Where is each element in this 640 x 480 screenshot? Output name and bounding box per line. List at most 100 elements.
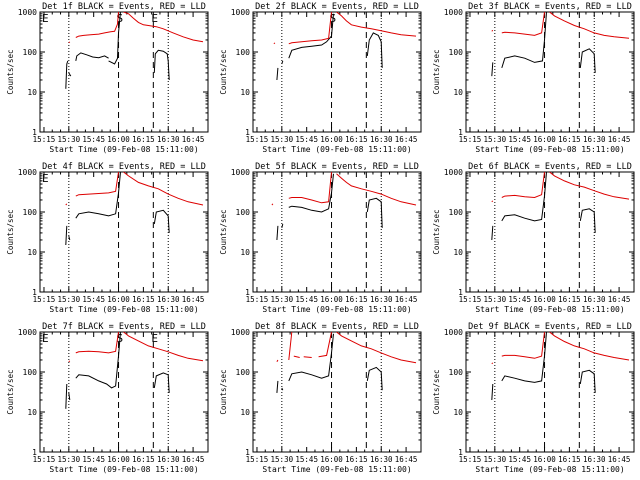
- x-tick-label: 15:30: [58, 455, 81, 464]
- lld-series-line: [501, 332, 545, 359]
- series-group: [491, 12, 630, 77]
- events-series-line: [501, 332, 547, 383]
- lld-series-line: [549, 332, 630, 361]
- x-tick-label: 16:45: [608, 135, 631, 144]
- events-series-line: [501, 12, 547, 69]
- x-tick-label: 16:45: [608, 455, 631, 464]
- events-series-line: [281, 223, 284, 229]
- y-tick-label: 100: [449, 208, 464, 217]
- y-tick-label: 1: [32, 128, 37, 137]
- x-axis-label: Start Time (09-Feb-08 15:11:00): [262, 305, 411, 314]
- panel-title: Det 4f BLACK = Events, RED = LLD: [42, 162, 206, 172]
- lld-series-line: [318, 332, 332, 358]
- y-tick-label: 1000: [444, 328, 463, 337]
- time-marker-label: E: [42, 332, 49, 345]
- detector-panel: Det 7f BLACK = Events, RED = LLD 1 10 100 10…: [6, 322, 209, 474]
- events-series-line: [153, 209, 170, 233]
- x-tick-label: 15:15: [33, 295, 56, 304]
- x-tick-label: 15:30: [484, 455, 507, 464]
- events-series-line: [501, 172, 547, 222]
- x-tick-label: 16:15: [345, 295, 368, 304]
- y-tick-label: 1000: [444, 8, 463, 17]
- y-tick-label: 100: [449, 368, 464, 377]
- x-tick-label: 15:15: [246, 455, 269, 464]
- detector-panel: Det 1f BLACK = Events, RED = LLD 1 10 100 10…: [6, 2, 209, 154]
- x-tick-label: 16:45: [182, 295, 205, 304]
- panel-title: Det 6f BLACK = Events, RED = LLD: [468, 162, 632, 172]
- lld-series-line: [491, 29, 494, 32]
- lld-series-line: [75, 332, 119, 354]
- x-tick-label: 16:30: [370, 135, 393, 144]
- events-series-line: [579, 208, 596, 233]
- x-tick-label: 15:45: [295, 135, 318, 144]
- series-group: [491, 172, 630, 241]
- time-marker-label: E: [151, 12, 158, 25]
- lld-series-line: [549, 172, 630, 200]
- x-tick-label: 16:45: [608, 295, 631, 304]
- x-tick-label: 15:45: [82, 455, 105, 464]
- x-axis-label: Start Time (09-Feb-08 15:11:00): [49, 305, 198, 314]
- x-tick-label: 16:15: [132, 295, 155, 304]
- x-axis-label: Start Time (09-Feb-08 15:11:00): [475, 465, 624, 474]
- y-tick-label: 100: [23, 368, 38, 377]
- plot-frame: [252, 11, 422, 133]
- x-tick-label: 15:45: [82, 295, 105, 304]
- x-tick-label: 16:15: [558, 295, 581, 304]
- y-tick-label: 10: [240, 248, 250, 257]
- y-axis-label: Counts/sec: [432, 49, 441, 94]
- y-tick-label: 10: [27, 88, 37, 97]
- lld-series-line: [276, 359, 279, 363]
- plot-frame: [465, 171, 635, 293]
- x-tick-label: 15:15: [33, 455, 56, 464]
- x-tick-label: 16:45: [182, 455, 205, 464]
- x-tick-label: 15:30: [484, 295, 507, 304]
- y-tick-label: 100: [23, 208, 38, 217]
- y-tick-label: 1: [458, 128, 463, 137]
- x-tick-label: 15:45: [295, 295, 318, 304]
- lld-series-line: [75, 12, 119, 38]
- y-axis-label: Counts/sec: [219, 209, 228, 254]
- x-tick-label: 16:15: [132, 455, 155, 464]
- x-tick-label: 16:45: [395, 295, 418, 304]
- events-series-line: [491, 383, 494, 401]
- lld-series-line: [123, 332, 204, 362]
- panel-title: Det 8f BLACK = Events, RED = LLD: [255, 322, 419, 332]
- x-tick-label: 16:00: [107, 295, 130, 304]
- x-tick-label: 15:30: [271, 455, 294, 464]
- events-series-line: [108, 12, 121, 65]
- events-series-line: [366, 32, 383, 68]
- series-group: [65, 172, 204, 246]
- lld-series-line: [293, 355, 300, 358]
- x-tick-label: 16:30: [370, 455, 393, 464]
- plot-frame: [252, 171, 422, 293]
- x-axis-label: Start Time (09-Feb-08 15:11:00): [49, 465, 198, 474]
- x-tick-label: 15:45: [295, 455, 318, 464]
- events-series-line: [366, 366, 383, 391]
- y-axis-label: Counts/sec: [219, 369, 228, 414]
- marker-lines: [281, 12, 382, 132]
- events-series-line: [68, 72, 72, 77]
- plot-frame: [39, 171, 209, 293]
- y-tick-label: 1: [458, 448, 463, 457]
- panel-title: Det 2f BLACK = Events, RED = LLD: [255, 2, 419, 12]
- y-tick-label: 1000: [18, 8, 37, 17]
- lld-series-line: [68, 360, 71, 363]
- y-tick-label: 10: [240, 88, 250, 97]
- x-tick-label: 15:45: [508, 295, 531, 304]
- x-tick-label: 16:30: [157, 455, 180, 464]
- events-series-line: [153, 372, 170, 393]
- events-series-line: [281, 387, 284, 391]
- y-tick-label: 100: [236, 368, 251, 377]
- detector-panel: Det 3f BLACK = Events, RED = LLD 1 10 100 10…: [432, 2, 635, 154]
- x-tick-label: 16:00: [533, 455, 556, 464]
- x-tick-label: 16:00: [320, 455, 343, 464]
- plot-frame: [465, 331, 635, 453]
- y-tick-label: 1000: [444, 168, 463, 177]
- lld-series-line: [65, 203, 68, 206]
- time-marker-label: E: [42, 172, 49, 185]
- x-tick-label: 16:30: [583, 135, 606, 144]
- events-series-line: [75, 172, 121, 219]
- x-tick-label: 16:15: [345, 135, 368, 144]
- marker-lines: [494, 12, 595, 132]
- detector-panel: Det 5f BLACK = Events, RED = LLD 1 10 100 10…: [219, 162, 422, 314]
